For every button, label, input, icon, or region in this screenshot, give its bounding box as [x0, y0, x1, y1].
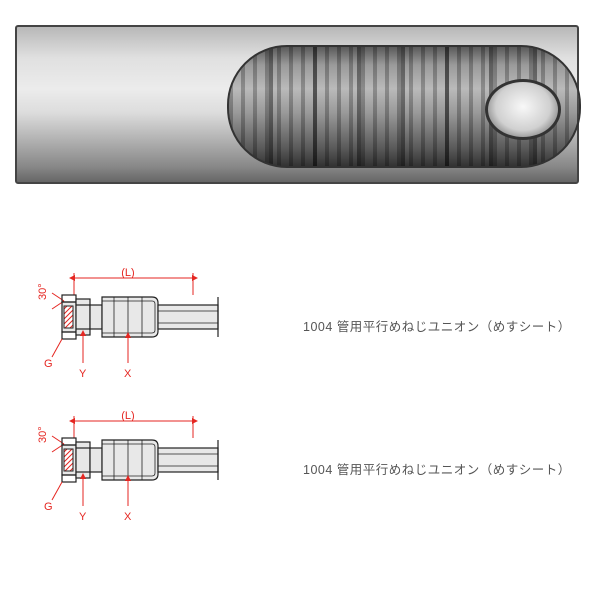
hose-bore	[485, 79, 561, 140]
fitting-row: (L) 30° G Y X 1004 管用平行めねじユニオン（めすシート）	[38, 408, 571, 528]
fitting-label: 1004 管用平行めねじユニオン（めすシート）	[303, 316, 571, 335]
dim-X: X	[124, 368, 132, 380]
dim-L: (L)	[121, 267, 134, 279]
dim-angle: 30°	[38, 426, 49, 443]
fitting-diagram: (L) 30° G Y X	[38, 265, 263, 385]
dim-Y: Y	[79, 368, 87, 380]
fitting-row: (L) 30° G Y X	[38, 265, 571, 385]
dim-L: (L)	[121, 410, 134, 422]
hose-body	[15, 25, 579, 184]
fitting-label: 1004 管用平行めねじユニオン（めすシート）	[303, 459, 571, 478]
hose-cutaway	[227, 45, 581, 168]
fitting-diagram: (L) 30° G Y X	[38, 408, 263, 528]
hose-photo	[15, 25, 575, 180]
dim-Y: Y	[79, 511, 87, 523]
dim-G: G	[44, 501, 53, 513]
dim-G: G	[44, 358, 53, 370]
dim-angle: 30°	[38, 283, 49, 300]
dim-X: X	[124, 511, 132, 523]
